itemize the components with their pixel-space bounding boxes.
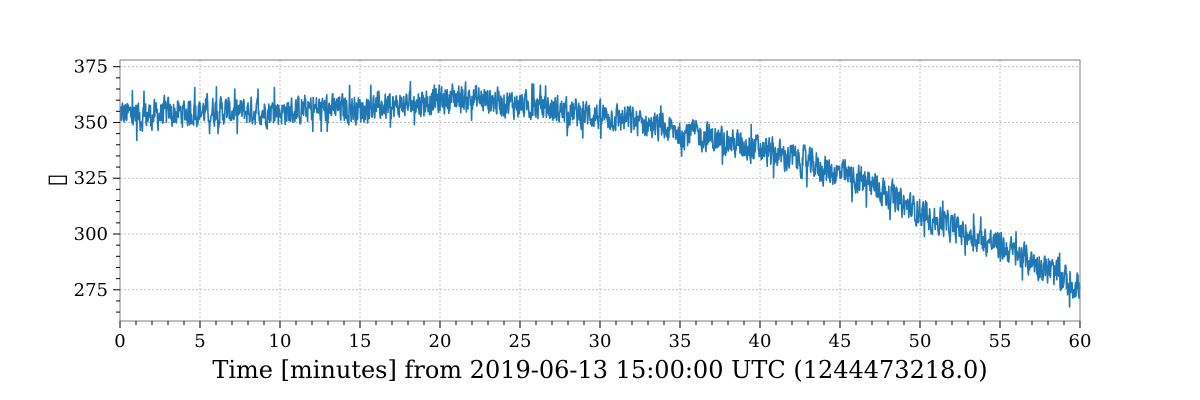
x-tick-label: 25 <box>509 331 532 352</box>
x-tick-label: 20 <box>429 331 452 352</box>
series-line <box>119 80 1081 308</box>
y-axis-title: ▯ <box>42 173 70 186</box>
x-tick-label: 10 <box>269 331 292 352</box>
x-tick-label: 55 <box>989 331 1012 352</box>
x-axis-title: Time [minutes] from 2019-06-13 15:00:00 … <box>212 356 987 384</box>
x-tick-label: 0 <box>114 331 125 352</box>
x-tick-label: 30 <box>589 331 612 352</box>
y-axis: 275 300 325 350 375 <box>74 57 120 313</box>
y-tick-label: 300 <box>74 224 108 245</box>
x-tick-label: 45 <box>829 331 852 352</box>
x-tick-label: 35 <box>669 331 692 352</box>
x-tick-label: 40 <box>749 331 772 352</box>
y-tick-label: 375 <box>74 57 108 78</box>
y-tick-label: 325 <box>74 168 108 189</box>
grid-lines <box>119 60 1081 321</box>
x-tick-label: 15 <box>349 331 372 352</box>
x-tick-label: 60 <box>1069 331 1092 352</box>
y-tick-label: 350 <box>74 112 108 133</box>
x-tick-label: 5 <box>194 331 205 352</box>
x-axis: 0 5 10 15 20 25 30 35 40 45 50 55 60 <box>114 321 1091 352</box>
x-tick-label: 50 <box>909 331 932 352</box>
y-tick-label: 275 <box>74 280 108 301</box>
